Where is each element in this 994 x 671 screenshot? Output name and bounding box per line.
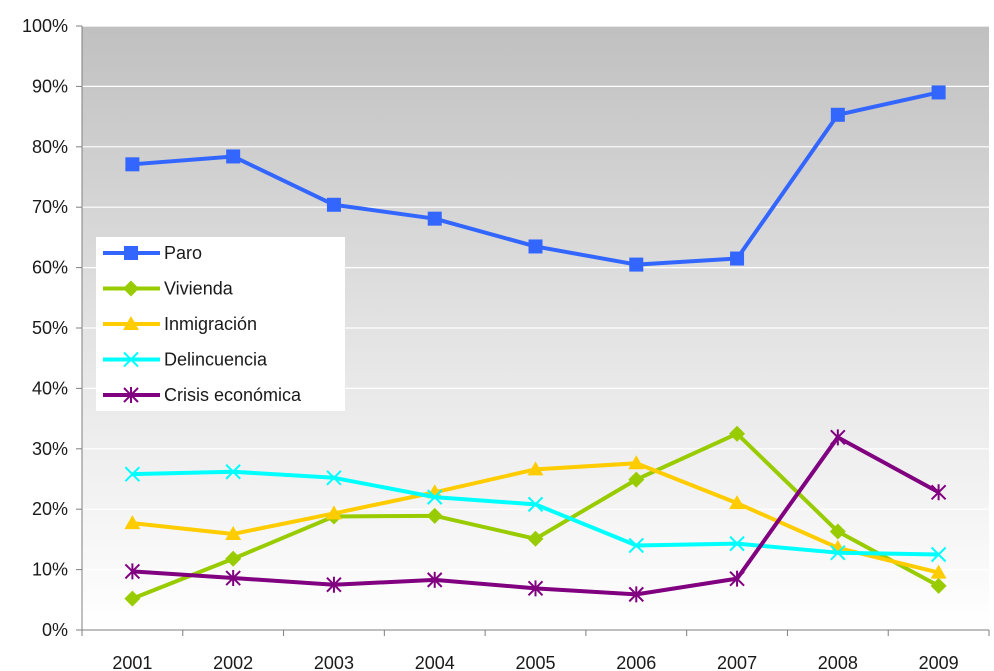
series-paro-point [629,258,643,272]
y-tick-label: 10% [32,560,68,580]
legend: Paro Vivienda Inmigración Delincuencia Crisi… [96,237,345,411]
y-tick-label: 70% [32,197,68,217]
y-tick-label: 100% [22,16,68,36]
series-paro-point [932,85,946,99]
y-tick-label: 40% [32,378,68,398]
x-tick-label: 2006 [616,653,656,671]
legend-label: Crisis económica [164,385,302,405]
y-tick-label: 50% [32,318,68,338]
y-tick-label: 90% [32,76,68,96]
y-tick-label: 20% [32,499,68,519]
y-tick-label: 80% [32,137,68,157]
legend-label: Paro [164,243,202,263]
x-tick-label: 2005 [515,653,555,671]
series-paro-point [831,108,845,122]
y-axis-tick-labels: 0% 10% 20% 30% 40% 50% 60% 70% 80% 90% 100% [22,16,68,640]
x-tick-label: 2009 [919,653,959,671]
x-tick-label: 2004 [415,653,455,671]
legend-label: Inmigración [164,314,257,334]
x-tick-label: 2007 [717,653,757,671]
y-tick-label: 30% [32,439,68,459]
legend-swatch-point [124,246,138,260]
series-paro-point [428,212,442,226]
y-tick-label: 60% [32,258,68,278]
series-paro-point [529,239,543,253]
legend-label: Vivienda [164,279,234,299]
series-paro-point [327,198,341,212]
y-tick-label: 0% [42,620,68,640]
series-paro-point [730,252,744,266]
x-tick-label: 2008 [818,653,858,671]
x-tick-label: 2003 [314,653,354,671]
series-paro-point [226,149,240,163]
x-tick-label: 2001 [112,653,152,671]
x-tick-label: 2002 [213,653,253,671]
legend-label: Delincuencia [164,350,268,370]
x-axis-tick-labels: 2001 2002 2003 2004 2005 2006 2007 2008 2009 [112,653,958,671]
series-paro-point [125,157,139,171]
